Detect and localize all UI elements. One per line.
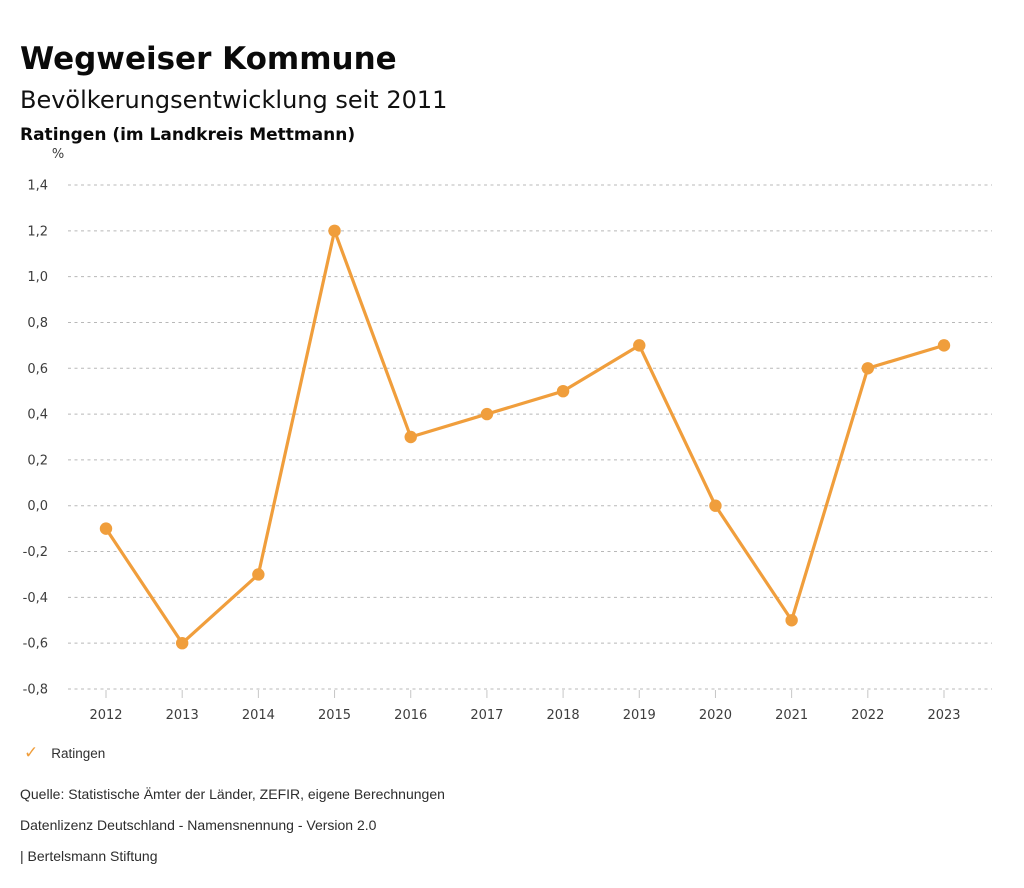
y-axis-label: 1,2 bbox=[27, 224, 48, 239]
data-point-2017[interactable] bbox=[480, 407, 494, 421]
data-point-2014[interactable] bbox=[252, 568, 265, 581]
data-point-2015[interactable] bbox=[328, 224, 341, 238]
chart-subtitle: Bevölkerungsentwicklung seit 2011 bbox=[20, 85, 448, 114]
x-axis-label: 2018 bbox=[547, 708, 580, 723]
page-title: Wegweiser Kommune bbox=[20, 40, 397, 77]
series-line-ratingen bbox=[104, 229, 946, 645]
y-axis-label: -0,4 bbox=[23, 591, 48, 606]
x-axis-label: 2013 bbox=[166, 708, 199, 723]
y-axis-label: 0,6 bbox=[27, 362, 48, 377]
y-axis-label: -0,8 bbox=[23, 683, 48, 698]
legend-item-ratingen[interactable]: ✓ Ratingen bbox=[24, 745, 105, 762]
x-axis-label: 2015 bbox=[318, 708, 351, 723]
data-point-2019[interactable] bbox=[633, 339, 646, 352]
x-axis-label: 2021 bbox=[775, 708, 808, 723]
license-note: Datenlizenz Deutschland - Namensnennung … bbox=[20, 817, 377, 833]
x-axis-label: 2012 bbox=[89, 708, 122, 723]
source-note: Quelle: Statistische Ämter der Länder, Z… bbox=[20, 786, 445, 802]
x-axis-label: 2017 bbox=[470, 708, 503, 723]
x-axis-label: 2016 bbox=[394, 708, 427, 723]
x-axis-label: 2019 bbox=[623, 708, 656, 723]
y-axis-label: 1,4 bbox=[27, 179, 48, 194]
data-point-2020[interactable] bbox=[709, 499, 722, 512]
publisher-note: | Bertelsmann Stiftung bbox=[20, 848, 158, 864]
x-axis-label: 2022 bbox=[851, 708, 884, 723]
legend-label: Ratingen bbox=[51, 746, 106, 761]
y-axis-label: -0,6 bbox=[23, 637, 48, 652]
y-axis-label: -0,2 bbox=[23, 545, 48, 560]
y-axis-label: 0,8 bbox=[27, 316, 48, 331]
data-point-2016[interactable] bbox=[404, 430, 417, 444]
x-axis-label: 2014 bbox=[242, 708, 275, 723]
data-point-2018[interactable] bbox=[556, 384, 570, 398]
chart-region-label: Ratingen (im Landkreis Mettmann) bbox=[20, 125, 356, 145]
y-axis-label: 0,4 bbox=[27, 408, 48, 423]
y-axis-label: 0,0 bbox=[27, 499, 48, 514]
x-axis-label: 2023 bbox=[927, 708, 960, 723]
data-point-2013[interactable] bbox=[175, 636, 189, 650]
y-axis-unit-label: % bbox=[52, 147, 64, 162]
data-point-2012[interactable] bbox=[99, 522, 113, 535]
legend-check-icon: ✓ bbox=[24, 743, 39, 763]
x-axis-label: 2020 bbox=[699, 708, 732, 723]
data-point-2023[interactable] bbox=[937, 339, 951, 352]
data-point-2022[interactable] bbox=[861, 362, 875, 375]
y-axis-label: 1,0 bbox=[27, 270, 48, 285]
data-point-2021[interactable] bbox=[785, 614, 798, 627]
y-axis-label: 0,2 bbox=[27, 453, 48, 468]
